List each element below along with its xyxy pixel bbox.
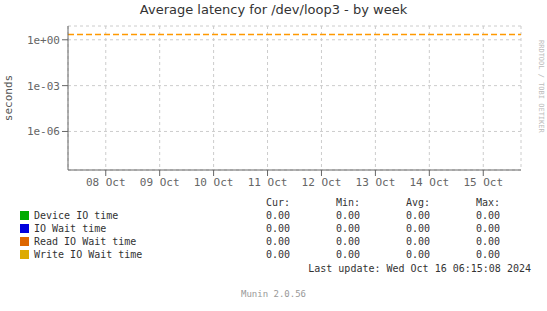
html-text:Write IO Wait time: Write IO Wait time — [34, 249, 143, 260]
svg-text:12 Oct: 12 Oct — [302, 176, 342, 189]
html-text:0.00: 0.00 — [335, 236, 360, 247]
svg-text:13 Oct: 13 Oct — [356, 176, 396, 189]
html-text:RRDTOOL / TOBI OETIKER: RRDTOOL / TOBI OETIKER — [537, 40, 545, 133]
html-text:Device IO time: Device IO time — [34, 210, 119, 221]
svg-text:09 Oct: 09 Oct — [140, 176, 180, 189]
html-text:Cur:: Cur: — [265, 197, 290, 208]
html-text:Max:: Max: — [475, 197, 500, 208]
svg-text:seconds: seconds — [8, 75, 15, 121]
html-text:0.00: 0.00 — [475, 223, 500, 234]
svg-text:08 Oct: 08 Oct — [86, 176, 126, 189]
html-text:0.00: 0.00 — [265, 249, 290, 260]
html-text:0.00: 0.00 — [265, 210, 290, 221]
html-text:0.00: 0.00 — [475, 236, 500, 247]
html-text:Avg:: Avg: — [405, 197, 430, 208]
html-text:0.00: 0.00 — [335, 210, 360, 221]
svg-text:10 Oct: 10 Oct — [194, 176, 234, 189]
html-text:IO Wait time: IO Wait time — [34, 223, 107, 234]
html-text:Last update: Wed Oct 16 06:15:: Last update: Wed Oct 16 06:15:08 2024 — [308, 263, 531, 274]
html-text:Min:: Min: — [335, 197, 360, 208]
html-text:0.00: 0.00 — [335, 223, 360, 234]
html-text:0.00: 0.00 — [265, 236, 290, 247]
html-text:0.00: 0.00 — [335, 249, 360, 260]
svg-text:1e-06: 1e-06 — [27, 125, 60, 138]
svg-text:1e+00: 1e+00 — [27, 34, 60, 47]
html-text:0.00: 0.00 — [405, 249, 430, 260]
html-text:Munin 2.0.56: Munin 2.0.56 — [241, 289, 306, 299]
html-text:0.00: 0.00 — [405, 223, 430, 234]
svg-text:15 Oct: 15 Oct — [463, 176, 503, 189]
svg-text:1e-03: 1e-03 — [27, 80, 60, 93]
html-text:0.00: 0.00 — [405, 236, 430, 247]
svg-text:11 Oct: 11 Oct — [248, 176, 288, 189]
html-text:0.00: 0.00 — [405, 210, 430, 221]
html-text:0.00: 0.00 — [475, 249, 500, 260]
html-text:0.00: 0.00 — [475, 210, 500, 221]
svg-text:14 Oct: 14 Oct — [409, 176, 449, 189]
html-text:0.00: 0.00 — [265, 223, 290, 234]
html-text:Average latency for /dev/loop3: Average latency for /dev/loop3 - by week — [139, 2, 408, 17]
html-text:Read IO Wait time: Read IO Wait time — [34, 236, 137, 247]
